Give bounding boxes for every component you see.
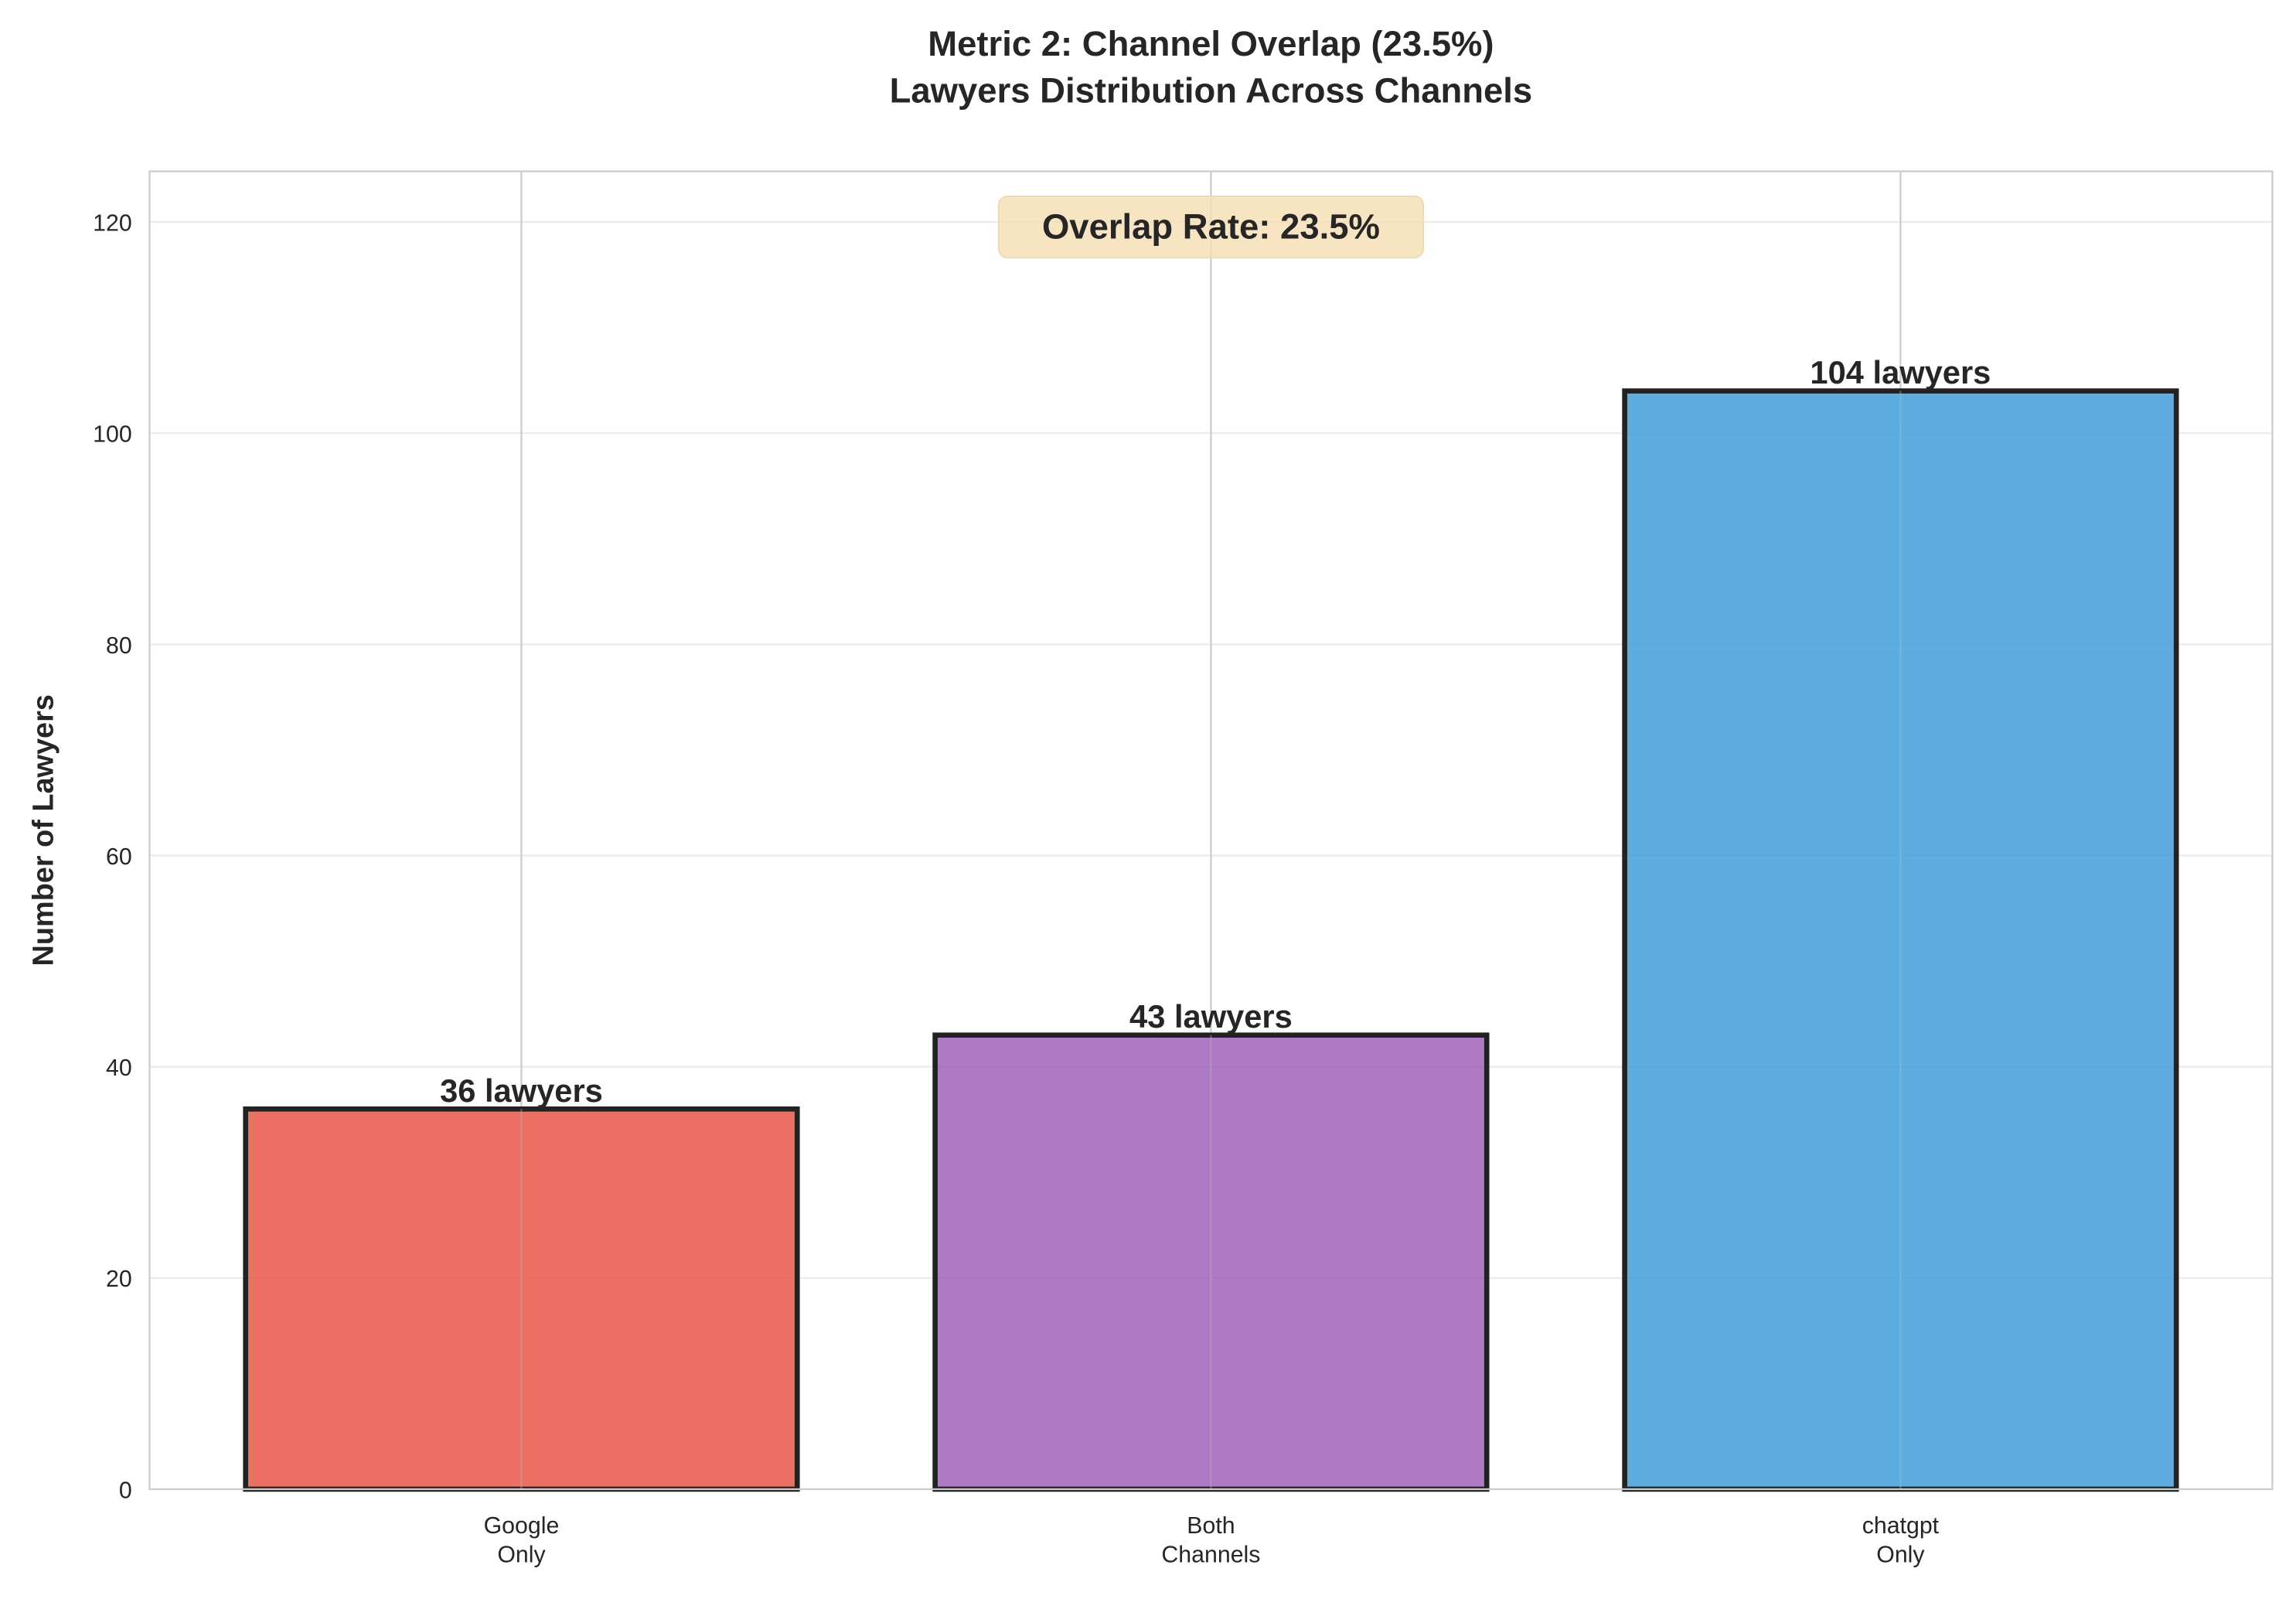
x-tick-label: Google Only bbox=[484, 1513, 560, 1568]
y-ticks: 0 20 40 60 80 100 120 bbox=[93, 210, 132, 1503]
x-tick-label-line: Both bbox=[1187, 1513, 1235, 1539]
y-tick-label: 40 bbox=[106, 1055, 132, 1081]
x-ticks: Google Only Both Channels chatgpt Only bbox=[484, 1513, 1940, 1568]
annotation-text: Overlap Rate: 23.5% bbox=[1042, 207, 1380, 247]
x-tick-label-line: Only bbox=[1876, 1543, 1925, 1568]
x-tick-label-line: chatgpt bbox=[1862, 1513, 1940, 1539]
data-label: 43 lawyers bbox=[1129, 998, 1293, 1035]
chart-title: Metric 2: Channel Overlap (23.5%) bbox=[928, 24, 1494, 63]
chart-subtitle: Lawyers Distribution Across Channels bbox=[890, 71, 1533, 111]
data-label: 104 lawyers bbox=[1810, 354, 1991, 390]
data-label: 36 lawyers bbox=[440, 1072, 603, 1109]
bar bbox=[932, 1032, 1490, 1492]
plot-frame bbox=[148, 170, 2274, 1491]
x-tick-label-line: Google bbox=[484, 1513, 560, 1539]
y-tick-label: 80 bbox=[106, 633, 132, 659]
y-tick-label: 60 bbox=[106, 844, 132, 870]
bars: 36 lawyers 43 lawyers 104 lawyers bbox=[243, 354, 2179, 1492]
y-tick-label: 120 bbox=[93, 210, 132, 236]
bar bbox=[1622, 388, 2179, 1492]
x-tick-label: Both Channels bbox=[1161, 1513, 1260, 1568]
y-axis-label: Number of Lawyers bbox=[27, 694, 60, 966]
overlap-annotation: Overlap Rate: 23.5% bbox=[997, 195, 1424, 259]
y-tick-label: 100 bbox=[93, 422, 132, 448]
annotation-box bbox=[997, 195, 1424, 259]
y-tick-label: 0 bbox=[119, 1478, 132, 1503]
y-tick-label: 20 bbox=[106, 1267, 132, 1292]
x-tick-label: chatgpt Only bbox=[1862, 1513, 1940, 1568]
x-tick-label-line: Only bbox=[497, 1543, 546, 1568]
bar bbox=[243, 1106, 800, 1492]
x-tick-label-line: Channels bbox=[1161, 1543, 1260, 1568]
